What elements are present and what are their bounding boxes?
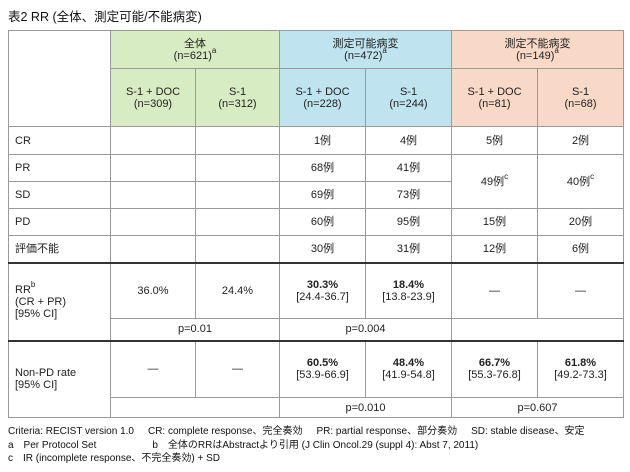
rr-value: 24.4%: [195, 261, 280, 319]
group-meas-n: (n=472): [344, 49, 383, 62]
group-all-name: 全体: [184, 37, 206, 50]
nonpd-value: 48.4% [41.9-54.8]: [365, 339, 452, 398]
merged-pr-sd: 49例c: [451, 154, 538, 209]
group-nonmeas-name: 測定不能病変: [504, 37, 571, 50]
arm-header: S-1 (n=68): [537, 68, 624, 127]
table-row-nonpd-pvalue: p=0.010 p=0.607: [9, 397, 624, 418]
row-label: PR: [8, 154, 111, 182]
footnotes: Criteria: RECIST version 1.0 CR: complete…: [8, 425, 584, 466]
footnote-c: c IR (incomplete response、不完全奏効) + SD: [8, 453, 221, 464]
group-header-row: 全体 (n=621)a 測定可能病変 (n=472)a 測定不能病変 (n=14…: [8, 30, 624, 127]
rr-value: —: [451, 261, 538, 319]
table-row-rr: RRb (CR + PR) [95% CI] 36.0% 24.4% 30.3%…: [8, 261, 624, 341]
p-value: p=0.004: [279, 318, 452, 341]
table-row-rr-pvalue: p=0.01 p=0.004: [9, 318, 624, 341]
table-row-not-evaluable: 評価不能 30例 31例 12例 6例: [8, 235, 624, 263]
nonpd-label: Non-PD rate [95% CI]: [8, 339, 111, 418]
nonpd-value: —: [110, 339, 196, 398]
group-all-n: (n=621): [173, 49, 212, 62]
group-measurable: 測定可能病変 (n=472)a: [279, 30, 452, 69]
table-row-sd: SD 69例 73例: [8, 181, 624, 209]
arm-header-row: S-1 + DOC (n=309) S-1 (n=312) S-1 + DOC (n=…: [9, 68, 624, 127]
group-all-sup: a: [211, 45, 217, 55]
corner-cell: [8, 30, 111, 127]
table-row-pd: PD 60例 95例 15例 20例: [8, 208, 624, 236]
p-value: p=0.607: [451, 397, 624, 418]
arm-header: S-1 + DOC (n=81): [451, 68, 538, 127]
rr-value: 36.0%: [110, 261, 196, 319]
group-meas-name: 測定可能病変: [332, 37, 399, 50]
group-nonmeas-sup: a: [554, 45, 559, 55]
nonpd-value: —: [195, 339, 280, 398]
rr-table: 全体 (n=621)a 測定可能病変 (n=472)a 測定不能病変 (n=14…: [8, 30, 624, 418]
table-row-cr: CR 1例 4例 5例 2例: [8, 126, 624, 155]
arm-header: S-1 (n=244): [365, 68, 452, 127]
p-value: p=0.01: [110, 318, 280, 341]
arm-header: S-1 + DOC (n=228): [279, 68, 366, 127]
rr-value: 30.3% [24.4-36.7]: [279, 261, 366, 319]
row-label: PD: [8, 208, 111, 236]
group-meas-sup: a: [382, 45, 387, 55]
table-title: 表2 RR (全体、測定可能/不能病変): [8, 10, 202, 24]
rr-value: 18.4% [13.8-23.9]: [365, 261, 452, 319]
arm-header: S-1 (n=312): [195, 68, 280, 127]
p-value: p=0.010: [279, 397, 452, 418]
rr-value: —: [537, 261, 624, 319]
nonpd-value: 66.7% [55.3-76.8]: [451, 339, 538, 398]
group-all: 全体 (n=621)a: [110, 30, 280, 69]
footnote-criteria: Criteria: RECIST version 1.0 CR: complete…: [8, 426, 585, 437]
merged-pr-sd: 40例c: [537, 154, 624, 209]
rr-label: RRb (CR + PR) [95% CI]: [8, 261, 111, 341]
table-row-nonpd: Non-PD rate [95% CI] — — 60.5% [53.9-66.9…: [8, 339, 624, 418]
nonpd-value: 60.5% [53.9-66.9]: [279, 339, 366, 398]
arm-header: S-1 + DOC (n=309): [110, 68, 196, 127]
nonpd-value: 61.8% [49.2-73.3]: [537, 339, 624, 398]
group-nonmeas-n: (n=149): [516, 49, 555, 62]
row-label: CR: [8, 126, 111, 155]
footnote-a-b: a Per Protocol Set b 全体のRRはAbstractより引用 (…: [8, 439, 479, 451]
row-label: 評価不能: [8, 235, 111, 263]
group-nonmeasurable: 測定不能病変 (n=149)a: [451, 30, 624, 69]
row-label: SD: [8, 181, 111, 209]
table-row-pr: PR 68例 41例 49例c 40例c: [8, 154, 624, 209]
